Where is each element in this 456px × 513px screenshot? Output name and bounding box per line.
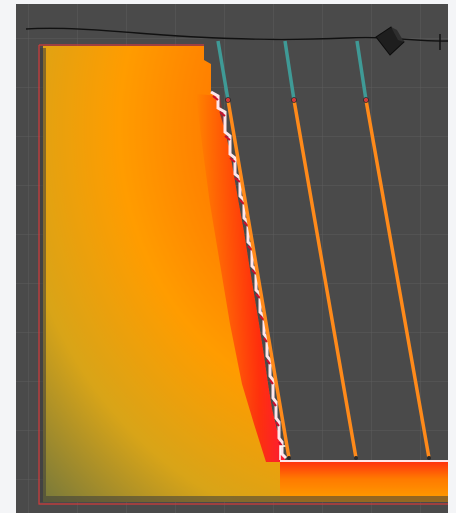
anchor-block-face	[391, 27, 404, 42]
object-outline	[38, 44, 448, 505]
strut-1-foot[interactable]	[287, 456, 291, 460]
object-inner-frame	[40, 48, 448, 502]
strut-2-joint[interactable]	[291, 97, 297, 103]
strut-1-orange	[226, 99, 291, 459]
strut-1-joint[interactable]	[225, 97, 231, 103]
strut-2-teal	[283, 40, 296, 101]
support-strut-3[interactable]	[355, 40, 431, 460]
support-strut-2[interactable]	[283, 40, 358, 460]
scene-viewport[interactable]	[16, 4, 448, 513]
support-strut-1[interactable]	[216, 40, 291, 460]
strut-2-foot[interactable]	[354, 456, 358, 460]
scene-canvas[interactable]	[16, 4, 448, 513]
strut-3-teal	[355, 40, 368, 101]
strut-1-teal	[216, 40, 230, 101]
slope-stress-band	[196, 94, 286, 462]
base-plate-body	[280, 460, 448, 502]
strut-2-orange	[292, 99, 358, 459]
soil-mass[interactable]	[43, 46, 448, 502]
strut-3-orange	[364, 99, 431, 459]
slope-step-shadow	[212, 95, 283, 447]
strut-3-foot[interactable]	[427, 456, 431, 460]
base-plate[interactable]	[279, 445, 448, 502]
stepped-slope-face[interactable]	[210, 90, 288, 460]
strut-3-joint[interactable]	[363, 97, 369, 103]
cube-icon[interactable]	[375, 26, 405, 56]
